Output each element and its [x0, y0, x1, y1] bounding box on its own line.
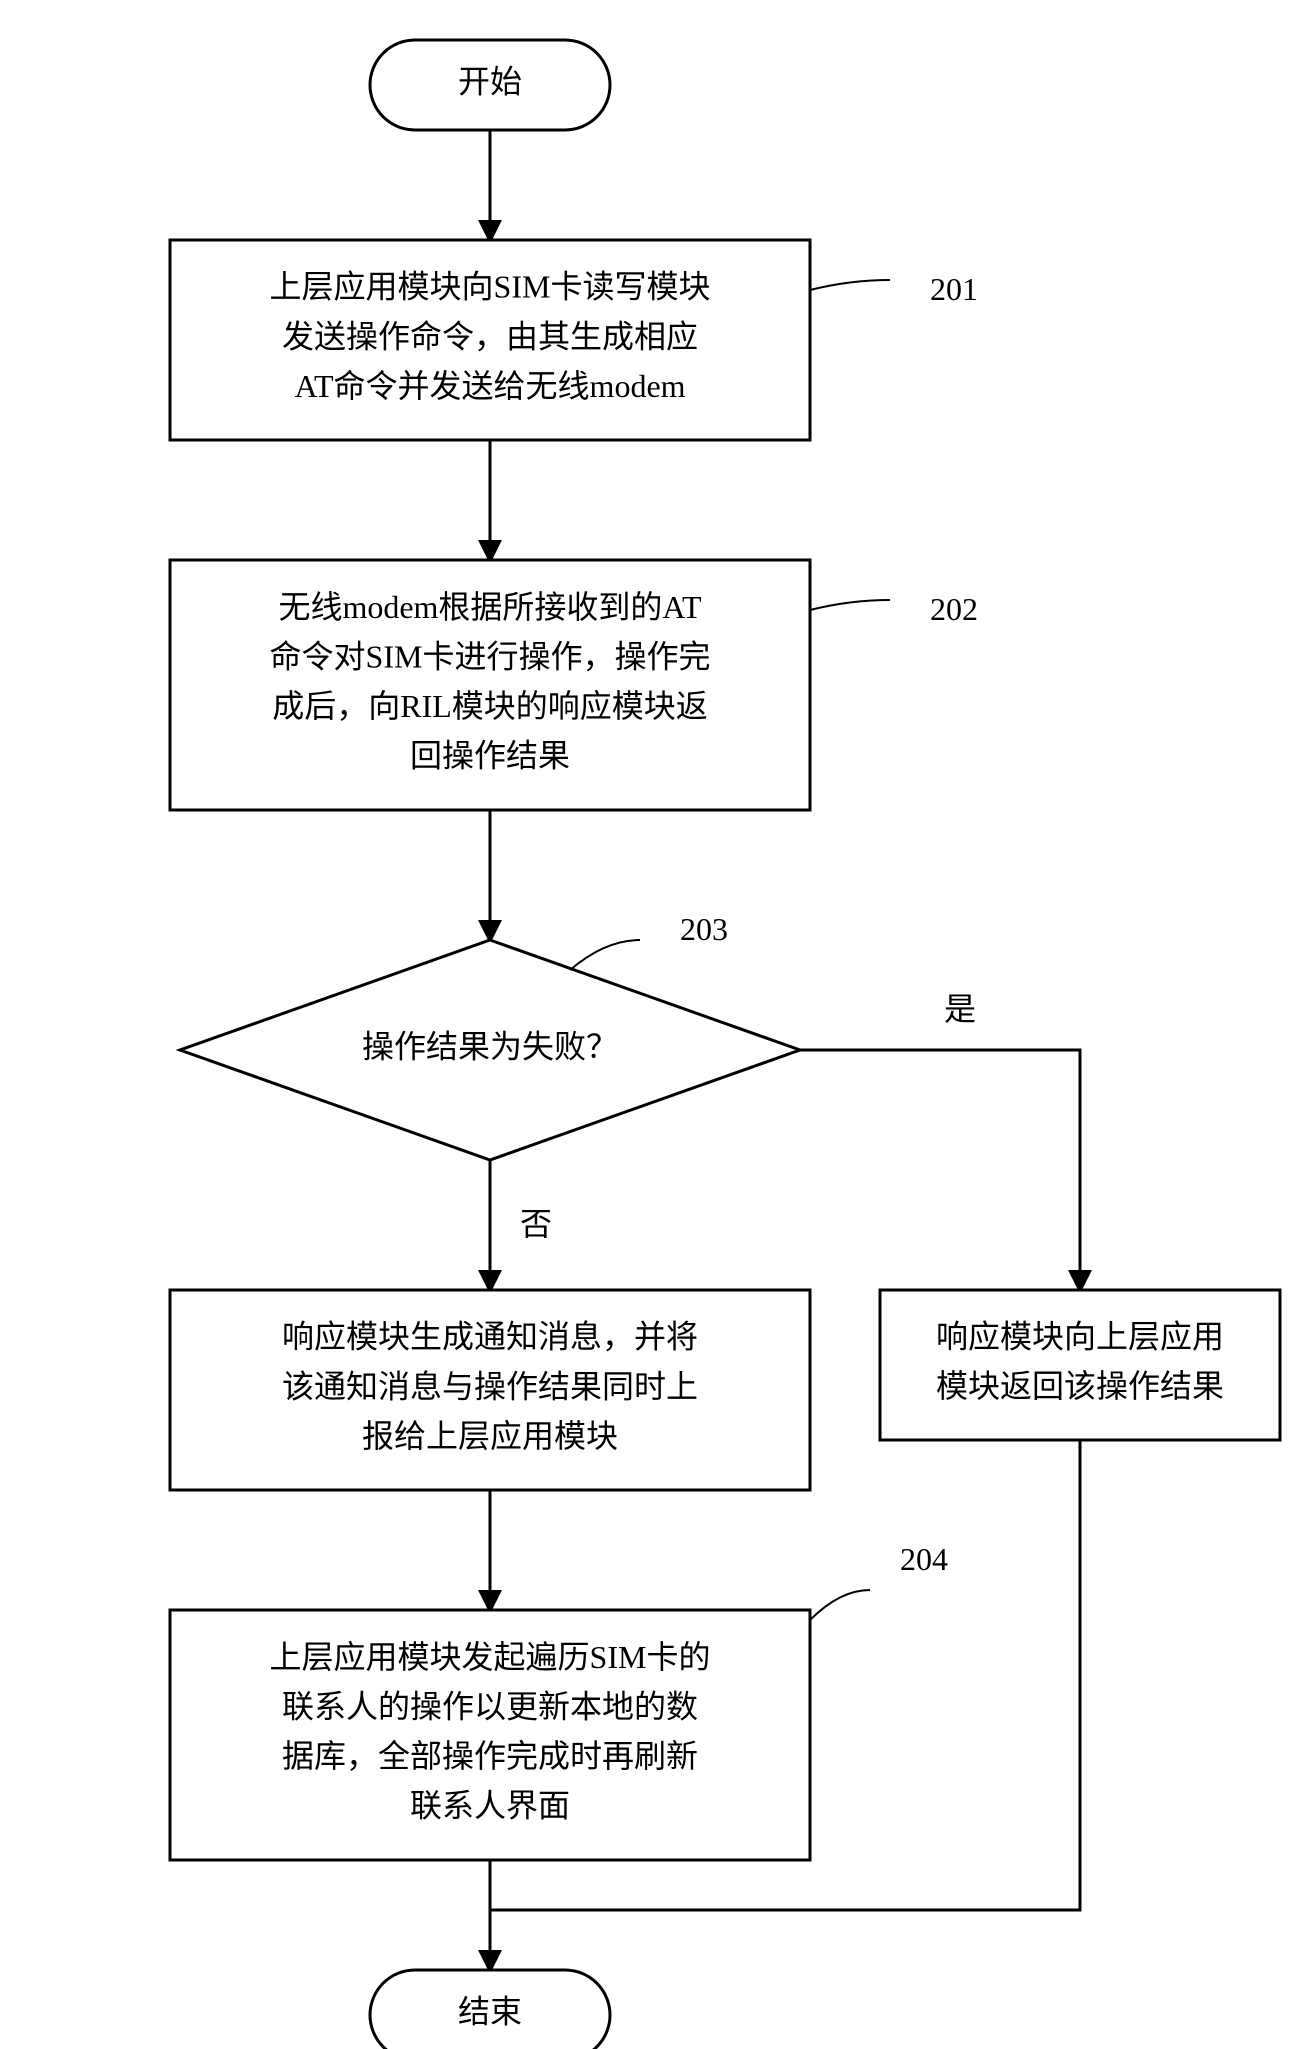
svg-text:响应模块生成通知消息，并将: 响应模块生成通知消息，并将: [282, 1319, 698, 1355]
svg-text:成后，向RIL模块的响应模块返: 成后，向RIL模块的响应模块返: [272, 688, 708, 724]
node-end: 结束: [370, 1970, 610, 2049]
svg-text:报给上层应用模块: 报给上层应用模块: [362, 1418, 618, 1454]
svg-text:该通知消息与操作结果同时上: 该通知消息与操作结果同时上: [282, 1368, 698, 1404]
svg-text:结束: 结束: [458, 1993, 522, 2029]
step-label: 202: [930, 591, 978, 627]
svg-text:无线modem根据所接收到的AT: 无线modem根据所接收到的AT: [278, 589, 702, 625]
svg-text:上层应用模块向SIM卡读写模块: 上层应用模块向SIM卡读写模块: [270, 269, 711, 305]
branch-yes-label: 是: [944, 991, 976, 1027]
node-start: 开始: [370, 40, 610, 130]
nodes: 开始上层应用模块向SIM卡读写模块发送操作命令，由其生成相应 AT命令并发送给无线…: [170, 40, 1280, 2049]
svg-text:AT命令并发送给无线modem: AT命令并发送给无线modem: [294, 368, 685, 404]
svg-text:上层应用模块发起遍历SIM卡的: 上层应用模块发起遍历SIM卡的: [270, 1639, 711, 1675]
svg-text:据库，全部操作完成时再刷新: 据库，全部操作完成时再刷新: [282, 1738, 698, 1774]
step-label: 204: [900, 1541, 948, 1577]
svg-text:联系人界面: 联系人界面: [410, 1788, 570, 1824]
svg-text:联系人的操作以更新本地的数: 联系人的操作以更新本地的数: [282, 1689, 698, 1725]
svg-text:操作结果为失败？: 操作结果为失败？: [362, 1028, 618, 1064]
node-step204: 上层应用模块发起遍历SIM卡的联系人的操作以更新本地的数据库，全部操作完成时再刷…: [170, 1610, 810, 1860]
svg-text:响应模块向上层应用: 响应模块向上层应用: [936, 1319, 1224, 1355]
node-step201: 上层应用模块向SIM卡读写模块发送操作命令，由其生成相应 AT命令并发送给无线mo…: [170, 240, 810, 440]
node-stepNo: 响应模块生成通知消息，并将该通知消息与操作结果同时上报给上层应用模块: [170, 1290, 810, 1490]
branch-no-label: 否: [520, 1206, 552, 1242]
step-label: 203: [680, 911, 728, 947]
callout-line: [810, 600, 890, 610]
callout-line: [570, 940, 640, 970]
callout-line: [810, 1590, 870, 1620]
callout-line: [810, 280, 890, 290]
svg-text:回操作结果: 回操作结果: [410, 738, 570, 774]
svg-text:命令对SIM卡进行操作，操作完: 命令对SIM卡进行操作，操作完: [270, 639, 711, 675]
svg-text:模块返回该操作结果: 模块返回该操作结果: [936, 1368, 1224, 1404]
node-step202: 无线modem根据所接收到的AT 命令对SIM卡进行操作，操作完成后，向RIL模块…: [170, 560, 810, 810]
step-label: 201: [930, 271, 978, 307]
node-stepYes: 响应模块向上层应用模块返回该操作结果: [880, 1290, 1280, 1440]
svg-text:开始: 开始: [458, 63, 522, 99]
svg-text:发送操作命令，由其生成相应: 发送操作命令，由其生成相应: [282, 318, 698, 354]
node-decision: 操作结果为失败？: [180, 940, 800, 1160]
